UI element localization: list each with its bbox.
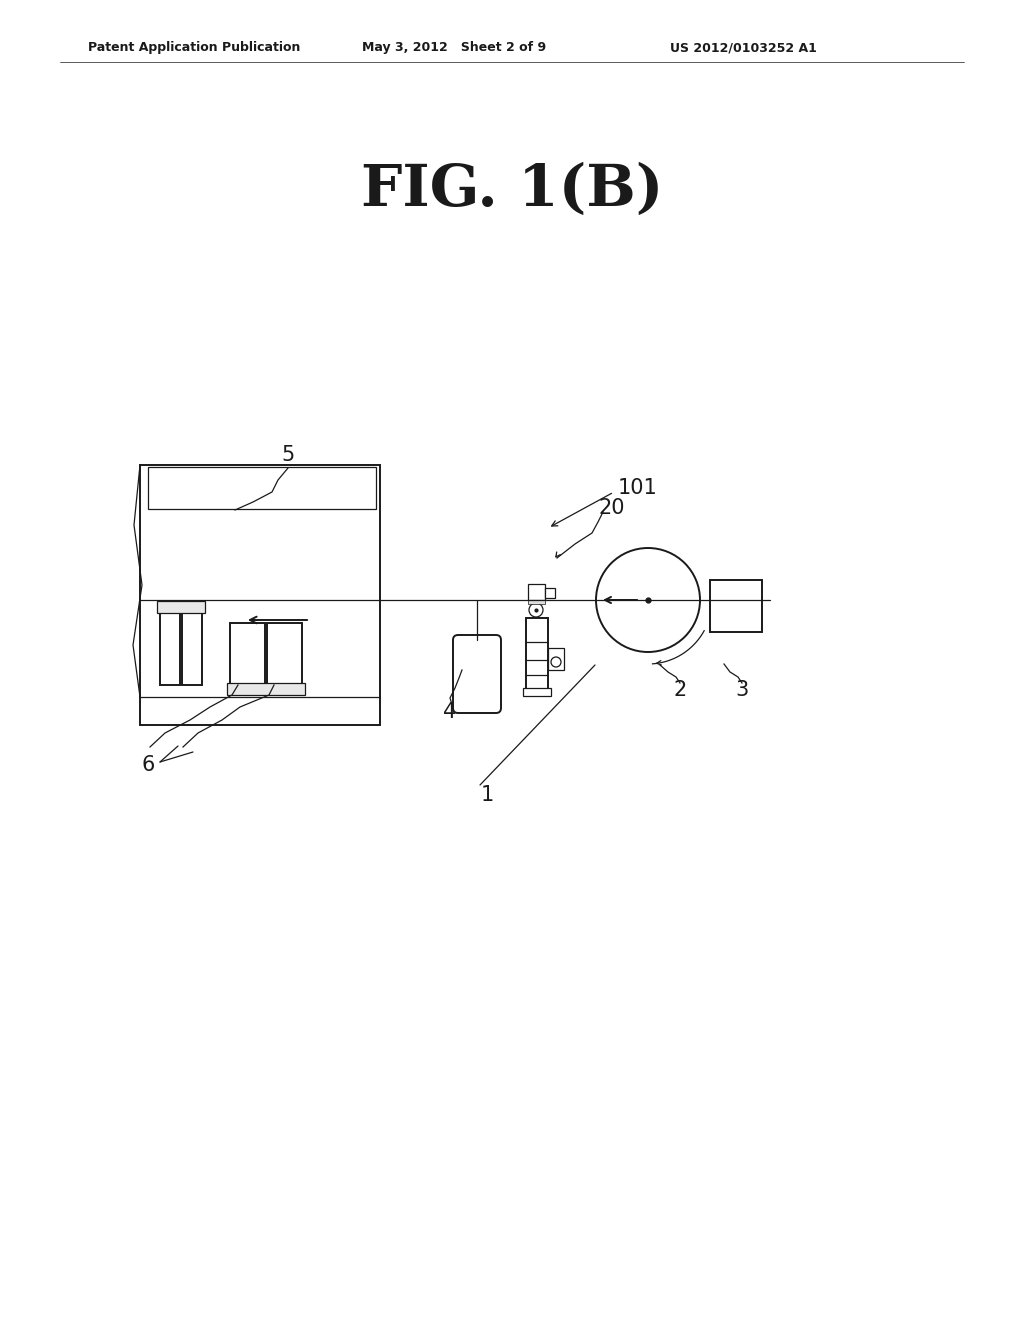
- Text: May 3, 2012   Sheet 2 of 9: May 3, 2012 Sheet 2 of 9: [362, 41, 546, 54]
- Circle shape: [529, 603, 543, 616]
- FancyBboxPatch shape: [453, 635, 501, 713]
- Text: 20: 20: [598, 498, 625, 517]
- FancyBboxPatch shape: [526, 618, 548, 690]
- FancyBboxPatch shape: [545, 587, 555, 598]
- FancyBboxPatch shape: [528, 583, 545, 601]
- FancyBboxPatch shape: [548, 648, 564, 671]
- FancyBboxPatch shape: [140, 465, 380, 725]
- Text: 1: 1: [480, 785, 494, 805]
- Circle shape: [596, 548, 700, 652]
- FancyBboxPatch shape: [227, 682, 305, 696]
- FancyBboxPatch shape: [148, 467, 376, 510]
- Text: 3: 3: [735, 680, 749, 700]
- Text: 5: 5: [282, 445, 295, 465]
- Text: 6: 6: [141, 755, 155, 775]
- Text: US 2012/0103252 A1: US 2012/0103252 A1: [670, 41, 817, 54]
- Text: 2: 2: [674, 680, 687, 700]
- FancyBboxPatch shape: [523, 688, 551, 696]
- FancyBboxPatch shape: [160, 603, 180, 685]
- FancyBboxPatch shape: [157, 601, 205, 612]
- Circle shape: [551, 657, 561, 667]
- Text: 101: 101: [618, 478, 657, 498]
- Text: 4: 4: [443, 702, 457, 722]
- Text: FIG. 1(B): FIG. 1(B): [360, 162, 664, 218]
- Text: Patent Application Publication: Patent Application Publication: [88, 41, 300, 54]
- FancyBboxPatch shape: [267, 623, 302, 685]
- FancyBboxPatch shape: [710, 579, 762, 632]
- FancyBboxPatch shape: [230, 623, 265, 685]
- FancyBboxPatch shape: [528, 601, 545, 605]
- FancyBboxPatch shape: [182, 603, 202, 685]
